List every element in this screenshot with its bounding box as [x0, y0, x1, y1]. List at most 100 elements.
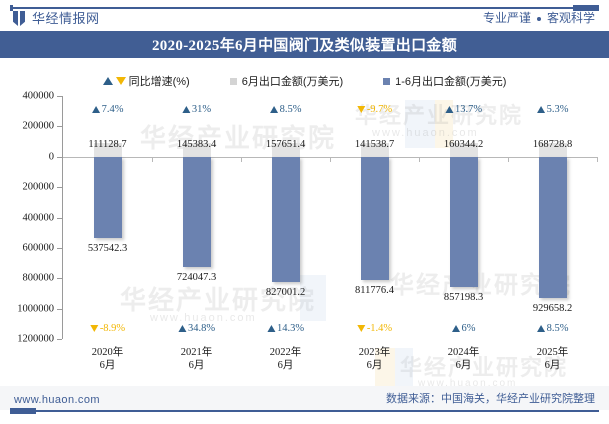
y-axis-line	[62, 96, 63, 339]
bar-june-export[interactable]	[360, 142, 389, 157]
value-label-cumulative: 929658.2	[532, 302, 573, 314]
x-axis-category-label: 2020年 6月	[92, 346, 124, 372]
legend-label-cumulative: 1-6月出口金额(万美元)	[395, 76, 507, 88]
growth-label-cumulative: -8.9%	[89, 323, 125, 334]
tagline-right: 客观科学	[546, 11, 595, 25]
header-rule	[10, 5, 599, 11]
legend-swatch-june-icon	[229, 77, 237, 85]
x-axis-tick-mark	[330, 156, 331, 162]
legend-label-june: 6月出口金额(万美元)	[241, 76, 344, 88]
growth-label-june: -9.7%	[356, 104, 392, 115]
arrow-up-icon	[91, 106, 100, 113]
bar-cumulative-export[interactable]	[360, 156, 389, 281]
x-axis-category-label: 2021年 6月	[181, 346, 213, 372]
x-axis-tick-mark	[508, 156, 509, 162]
y-axis: 400000 200000 0 200000 400000 600000 800000 100…	[0, 91, 62, 345]
y-axis-tick-label: 200000	[22, 181, 55, 193]
y-axis-tick-label: 600000	[22, 242, 55, 254]
value-label-cumulative: 537542.3	[87, 243, 128, 255]
arrow-down-icon	[356, 325, 365, 332]
bar-cumulative-export[interactable]	[271, 156, 300, 283]
x-axis-category-line: 2020年	[91, 347, 124, 358]
value-label-cumulative: 857198.3	[443, 291, 484, 303]
x-axis-category-line: 6月	[544, 360, 561, 371]
bar-june-export[interactable]	[449, 142, 478, 157]
y-axis-tick-mark	[57, 156, 62, 158]
x-axis-tick-mark	[419, 156, 420, 162]
bar-june-export[interactable]	[182, 142, 211, 157]
y-axis-tick-mark	[57, 187, 62, 189]
y-axis-tick-mark	[57, 126, 62, 128]
footer-site: www.huaon.com	[14, 394, 100, 406]
value-label-june: 157651.4	[265, 138, 306, 150]
arrow-up-icon	[181, 106, 190, 113]
value-label-cumulative: 724047.3	[176, 271, 217, 283]
growth-label-june: 7.4%	[91, 104, 123, 115]
x-axis-category-label: 2022年 6月	[270, 346, 302, 372]
bar-cumulative-export[interactable]	[538, 156, 567, 298]
y-axis-tick-mark	[57, 217, 62, 219]
bar-june-export[interactable]	[93, 142, 122, 157]
value-label-june: 145383.4	[176, 138, 217, 150]
bar-cumulative-export[interactable]	[93, 156, 122, 239]
x-axis-category-line: 6月	[366, 360, 383, 371]
brand-name: 华经情报网	[32, 11, 100, 26]
x-axis-tick-mark	[241, 156, 242, 162]
arrow-up-icon	[266, 325, 275, 332]
x-axis-category-line: 2024年	[447, 347, 480, 358]
triangle-up-icon	[102, 77, 113, 85]
bar-cumulative-export[interactable]	[449, 156, 478, 287]
x-axis-category-label: 2025年 6月	[537, 346, 569, 372]
bar-cumulative-export[interactable]	[182, 156, 211, 267]
value-label-cumulative: 811776.4	[355, 285, 394, 297]
x-axis-category-line: 2025年	[536, 347, 569, 358]
y-axis-tick-label: 400000	[22, 90, 55, 102]
legend-item-growth[interactable]: 同比增速(%)	[102, 73, 190, 89]
x-axis-category-line: 6月	[99, 360, 116, 371]
value-label-june: 111128.7	[88, 138, 127, 150]
legend-label-growth: 同比增速(%)	[128, 76, 190, 88]
growth-label-cumulative: 8.5%	[536, 323, 568, 334]
y-axis-tick-mark	[57, 247, 62, 249]
y-axis-tick-mark	[57, 278, 62, 280]
y-axis-tick-label: 200000	[22, 120, 55, 132]
bar-june-export[interactable]	[538, 142, 567, 157]
growth-label-cumulative: -1.4%	[356, 323, 392, 334]
legend-item-cumulative[interactable]: 1-6月出口金额(万美元)	[383, 73, 506, 89]
footer-rule	[10, 408, 599, 414]
page-title: 2020-2025年6月中国阀门及类似装置出口金额	[0, 31, 609, 58]
growth-label-cumulative: 14.3%	[266, 323, 304, 334]
x-axis-category-label: 2023年 6月	[359, 346, 391, 372]
growth-label-june: 5.3%	[536, 104, 568, 115]
x-axis-tick-mark	[152, 156, 153, 162]
chart-area: 400000 200000 0 200000 400000 600000 800000 100…	[0, 91, 609, 384]
y-axis-tick-mark	[57, 339, 62, 340]
arrow-up-icon	[536, 325, 545, 332]
value-label-cumulative: 827001.2	[265, 287, 306, 299]
bullet-dot-icon	[536, 16, 541, 21]
value-label-june: 168728.8	[532, 138, 573, 150]
chart-legend: 同比增速(%) 6月出口金额(万美元) 1-6月出口金额(万美元)	[0, 70, 609, 92]
arrow-up-icon	[177, 325, 186, 332]
triangle-down-icon	[115, 77, 126, 85]
growth-label-june: 31%	[181, 104, 211, 115]
y-axis-tick-label: 800000	[22, 272, 55, 284]
legend-swatch-cumulative-icon	[383, 77, 391, 85]
value-label-june: 160344.2	[443, 138, 484, 150]
x-axis-category-label: 2024年 6月	[448, 346, 480, 372]
y-axis-tick-label: 400000	[22, 212, 55, 223]
arrow-up-icon	[444, 106, 453, 113]
y-axis-tick-mark	[57, 96, 62, 97]
value-label-june: 141538.7	[354, 138, 395, 150]
legend-item-june[interactable]: 6月出口金额(万美元)	[229, 73, 344, 89]
x-axis-category-line: 2021年	[180, 347, 213, 358]
footer-source: 数据来源：中国海关，华经产业研究院整理	[386, 393, 595, 405]
x-axis-category-line: 6月	[277, 360, 294, 371]
growth-label-june: 13.7%	[444, 104, 482, 115]
x-axis-tick-mark	[597, 156, 598, 162]
bar-june-export[interactable]	[271, 142, 300, 157]
x-axis-category-line: 2023年	[358, 347, 391, 358]
y-axis-tick-label: 1200000	[17, 333, 54, 345]
plot-area: 111128.7 7.4% 537542.3 -8.9% 2020年 6月 145383.4…	[63, 96, 598, 371]
brand: 华经情报网	[13, 11, 100, 26]
